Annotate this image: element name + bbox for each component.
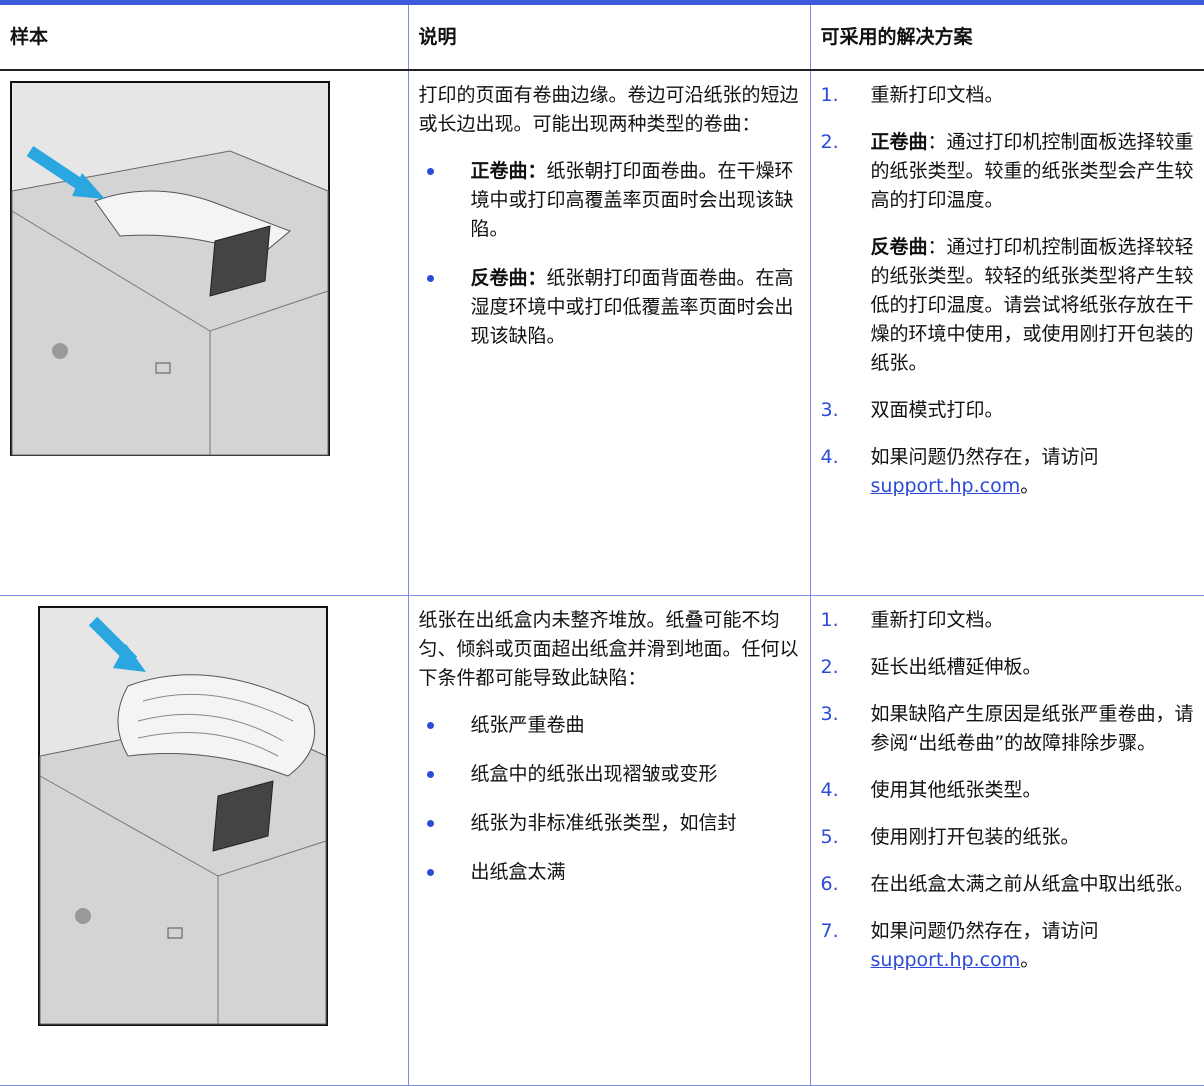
step-number: 5. xyxy=(820,825,839,848)
text: 纸张为非标准纸张类型，如信封 xyxy=(470,811,737,834)
solution-item: 7. 如果问题仍然存在，请访问 support.hp.com。 xyxy=(821,917,1195,975)
step-body: 如果缺陷产生原因是纸张严重卷曲，请参阅“出纸卷曲”的故障排除步骤。 xyxy=(871,700,1195,758)
description-cell: 打印的页面有卷曲边缘。卷边可沿纸张的短边或长边出现。可能出现两种类型的卷曲： 正卷… xyxy=(407,70,810,596)
bullet-item: 纸张为非标准纸张类型，如信封 xyxy=(419,809,800,838)
step-text: 如果缺陷产生原因是纸张严重卷曲，请参阅“出纸卷曲”的故障排除步骤。 xyxy=(871,700,1195,758)
column-header: 可采用的解决方案 xyxy=(809,2,1204,71)
bullet-item: 纸盒中的纸张出现褶皱或变形 xyxy=(419,760,800,789)
step-body: 延长出纸槽延伸板。 xyxy=(871,653,1042,682)
step-number: 7. xyxy=(820,919,839,942)
bullet-item: 纸张严重卷曲 xyxy=(419,711,800,740)
step-number: 2. xyxy=(820,655,839,678)
link[interactable]: support.hp.com xyxy=(870,948,1021,971)
step-text: 如果问题仍然存在，请访问 support.hp.com。 xyxy=(871,917,1195,975)
step-number: 4. xyxy=(820,446,839,468)
sample-cell xyxy=(0,595,408,1086)
step-number: 4. xyxy=(820,778,839,801)
solution-item: 4. 如果问题仍然存在，请访问 support.hp.com。 xyxy=(821,443,1195,501)
text: 纸张朝打印面背面卷曲。在高湿度环境中或打印低覆盖率页面时会出现该缺陷。 xyxy=(470,267,794,347)
text: 使用其他纸张类型。 xyxy=(870,778,1042,801)
description: 打印的页面有卷曲边缘。卷边可沿纸张的短边或长边出现。可能出现两种类型的卷曲： xyxy=(418,84,799,135)
solution-cell: 1. 重新打印文档。 2. 正卷曲：通过打印机控制面板选择较重的纸张类型。较重的纸张类… xyxy=(809,70,1204,596)
text: 在出纸盒太满之前从纸盒中取出纸张。 xyxy=(870,872,1194,895)
step-text: 在出纸盒太满之前从纸盒中取出纸张。 xyxy=(871,870,1194,899)
step-text: 延长出纸槽延伸板。 xyxy=(871,653,1042,682)
solution-item: 1. 重新打印文档。 xyxy=(821,81,1195,110)
text: 纸张严重卷曲 xyxy=(470,713,585,736)
text: 使用刚打开包装的纸张。 xyxy=(870,825,1080,848)
solution-item: 6. 在出纸盒太满之前从纸盒中取出纸张。 xyxy=(821,870,1195,899)
solution-item: 5. 使用刚打开包装的纸张。 xyxy=(821,823,1195,852)
column-header: 样本 xyxy=(0,2,408,71)
step-body: 在出纸盒太满之前从纸盒中取出纸张。 xyxy=(871,870,1194,899)
bold-label: 反卷曲 xyxy=(870,236,928,258)
step-number: 6. xyxy=(820,872,839,895)
table-body: 打印的页面有卷曲边缘。卷边可沿纸张的短边或长边出现。可能出现两种类型的卷曲： 正卷… xyxy=(0,70,1204,1086)
step-body: 如果问题仍然存在，请访问 support.hp.com。 xyxy=(871,443,1195,501)
text: 纸盒中的纸张出现褶皱或变形 xyxy=(470,762,718,785)
solution-item: 4. 使用其他纸张类型。 xyxy=(821,776,1195,805)
text: 重新打印文档。 xyxy=(870,608,1004,631)
description: 纸张在出纸盒内未整齐堆放。纸叠可能不均匀、倾斜或页面超出纸盒并滑到地面。任何以下… xyxy=(418,608,799,689)
step-number: 3. xyxy=(820,399,839,421)
table-row: 纸张在出纸盒内未整齐堆放。纸叠可能不均匀、倾斜或页面超出纸盒并滑到地面。任何以下… xyxy=(0,595,1204,1086)
solution-item: 2. 正卷曲：通过打印机控制面板选择较重的纸张类型。较重的纸张类型会产生较高的打印… xyxy=(821,128,1195,378)
solution-item: 2. 延长出纸槽延伸板。 xyxy=(821,653,1195,682)
bullet-item: 反卷曲：纸张朝打印面背面卷曲。在高湿度环境中或打印低覆盖率页面时会出现该缺陷。 xyxy=(419,264,800,351)
step-text: 双面模式打印。 xyxy=(871,396,1004,425)
column-header: 说明 xyxy=(407,2,810,71)
step-text: 反卷曲：通过打印机控制面板选择较轻的纸张类型。较轻的纸张类型将产生较低的打印温度… xyxy=(871,233,1195,378)
step-body: 重新打印文档。 xyxy=(871,606,1004,635)
solution-item: 3. 双面模式打印。 xyxy=(821,396,1195,425)
step-number: 3. xyxy=(820,702,839,725)
text: 延长出纸槽延伸板。 xyxy=(870,655,1042,678)
solution-item: 3. 如果缺陷产生原因是纸张严重卷曲，请参阅“出纸卷曲”的故障排除步骤。 xyxy=(821,700,1195,758)
step-text: 重新打印文档。 xyxy=(871,81,1004,110)
bullet-item: 正卷曲：纸张朝打印面卷曲。在干燥环境中或打印高覆盖率页面时会出现该缺陷。 xyxy=(419,157,800,244)
sample-cell xyxy=(0,70,408,596)
table-row: 打印的页面有卷曲边缘。卷边可沿纸张的短边或长边出现。可能出现两种类型的卷曲： 正卷… xyxy=(0,70,1204,596)
bullet-item: 出纸盒太满 xyxy=(419,858,800,887)
text: ：通过打印机控制面板选择较重的纸张类型。较重的纸张类型会产生较高的打印温度。 xyxy=(870,131,1194,211)
text: 如果缺陷产生原因是纸张严重卷曲，请参阅“出纸卷曲”的故障排除步骤。 xyxy=(870,702,1194,754)
step-text: 重新打印文档。 xyxy=(871,606,1004,635)
step-body: 正卷曲：通过打印机控制面板选择较重的纸张类型。较重的纸张类型会产生较高的打印温度… xyxy=(871,128,1195,378)
text: 重新打印文档。 xyxy=(870,84,1004,106)
text: ：通过打印机控制面板选择较轻的纸张类型。较轻的纸张类型将产生较低的打印温度。请尝… xyxy=(870,236,1194,374)
text: 。 xyxy=(1020,475,1040,497)
text: 。 xyxy=(1020,948,1040,971)
link[interactable]: support.hp.com xyxy=(870,475,1021,497)
step-body: 如果问题仍然存在，请访问 support.hp.com。 xyxy=(871,917,1195,975)
step-body: 重新打印文档。 xyxy=(871,81,1004,110)
text: 出纸盒太满 xyxy=(470,860,566,883)
text: 纸张朝打印面卷曲。在干燥环境中或打印高覆盖率页面时会出现该缺陷。 xyxy=(470,160,794,240)
step-number: 1. xyxy=(820,84,839,106)
sample-image xyxy=(38,605,328,1026)
bold-label: 反卷曲： xyxy=(470,267,547,289)
step-body: 使用刚打开包装的纸张。 xyxy=(871,823,1080,852)
step-text: 正卷曲：通过打印机控制面板选择较重的纸张类型。较重的纸张类型会产生较高的打印温度… xyxy=(871,128,1195,215)
solution-item: 1. 重新打印文档。 xyxy=(821,606,1195,635)
description-cell: 纸张在出纸盒内未整齐堆放。纸叠可能不均匀、倾斜或页面超出纸盒并滑到地面。任何以下… xyxy=(407,595,810,1086)
text: 双面模式打印。 xyxy=(870,399,1004,421)
step-text: 如果问题仍然存在，请访问 support.hp.com。 xyxy=(871,443,1195,501)
bold-label: 正卷曲： xyxy=(470,160,547,182)
bold-label: 正卷曲 xyxy=(870,131,928,153)
step-text: 使用刚打开包装的纸张。 xyxy=(871,823,1080,852)
step-body: 双面模式打印。 xyxy=(871,396,1004,425)
text: 如果问题仍然存在，请访问 xyxy=(870,446,1099,468)
text: 如果问题仍然存在，请访问 xyxy=(870,919,1099,942)
step-number: 2. xyxy=(820,131,839,153)
header-row: 样本 说明 可采用的解决方案 xyxy=(0,2,1204,71)
step-number: 1. xyxy=(820,608,839,631)
solution-cell: 1. 重新打印文档。 2. 延长出纸槽延伸板。 3. 如果缺陷产生原因是纸张严重卷曲，请参… xyxy=(809,595,1204,1086)
sample-image xyxy=(10,81,330,456)
step-text: 使用其他纸张类型。 xyxy=(871,776,1042,805)
step-body: 使用其他纸张类型。 xyxy=(871,776,1042,805)
